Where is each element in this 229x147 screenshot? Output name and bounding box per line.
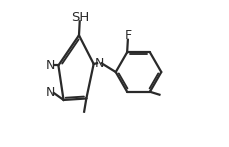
Text: N: N: [45, 86, 55, 99]
Text: N: N: [45, 59, 55, 72]
Text: F: F: [124, 29, 131, 42]
Text: N: N: [94, 57, 104, 70]
Text: SH: SH: [71, 11, 89, 24]
